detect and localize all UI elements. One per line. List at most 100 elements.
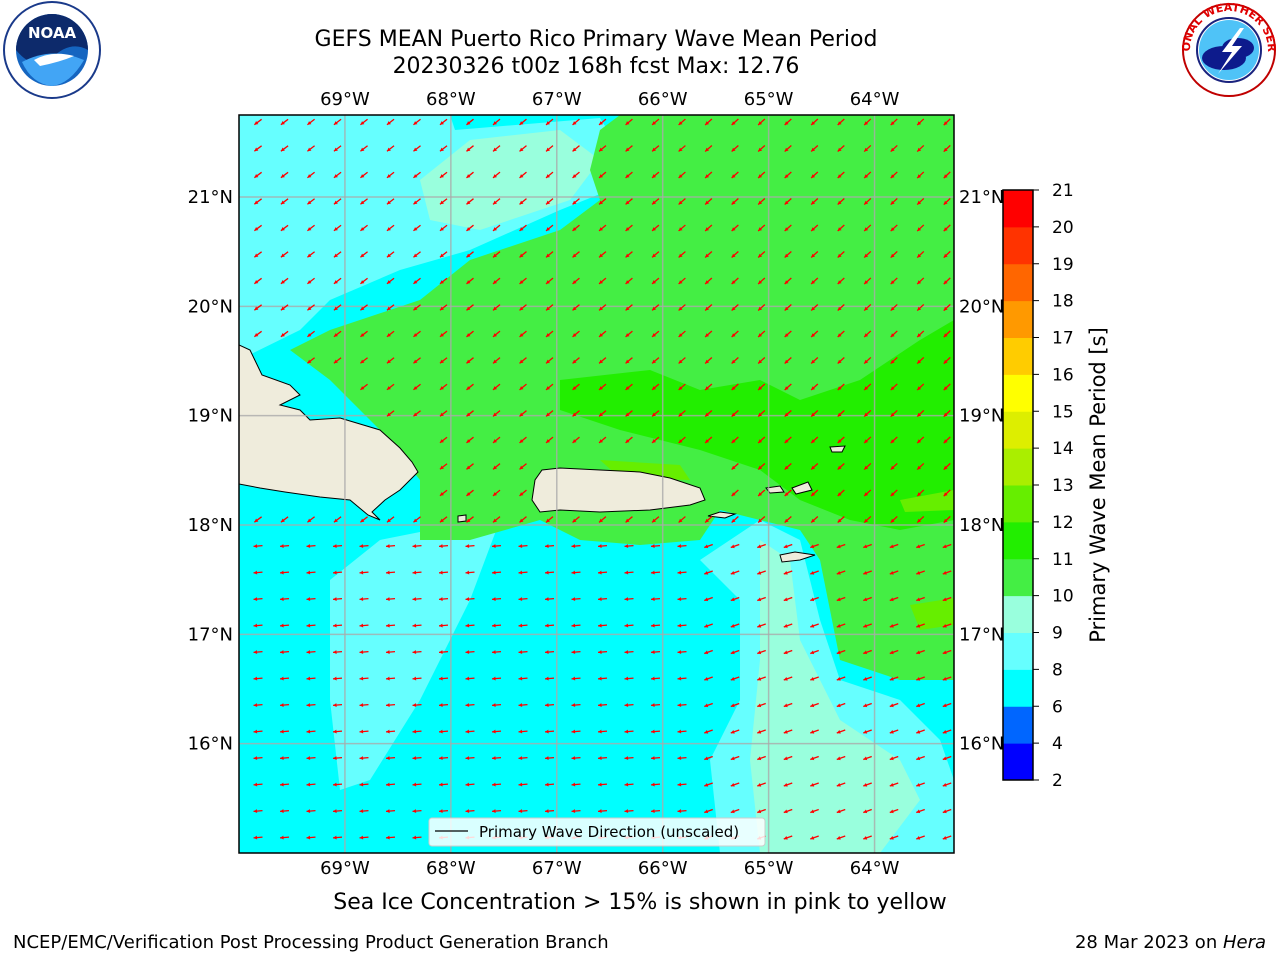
wave-arrow [439, 277, 448, 285]
wave-arrow-head [757, 783, 762, 787]
wave-arrow-head [890, 253, 895, 258]
wave-arrow-head [307, 147, 312, 152]
wave-arrow-head [942, 677, 947, 681]
wave-arrow-head [837, 492, 842, 497]
wave-arrow-head [333, 544, 337, 548]
wave-arrow-head [757, 624, 762, 628]
wave-arrow-head [652, 253, 656, 258]
wave-arrow-head [624, 623, 629, 628]
wave-arrow-head [492, 756, 496, 760]
wave-arrow [306, 570, 316, 575]
wave-arrow [279, 756, 290, 760]
wave-arrow [678, 145, 686, 152]
wave-arrow-head [572, 121, 577, 125]
wave-arrow [545, 410, 554, 417]
wave-arrow [731, 198, 739, 205]
wave-arrow-head [864, 439, 869, 444]
wave-arrow-head [624, 703, 629, 707]
wave-arrow [783, 702, 793, 708]
wave-arrow [306, 809, 316, 813]
wave-arrow-head [917, 200, 922, 205]
wave-arrow [942, 729, 952, 734]
wave-arrow [837, 462, 845, 471]
wave-arrow [439, 118, 448, 126]
wave-arrow-head [386, 412, 391, 417]
wave-arrow-head [784, 147, 789, 152]
wave-arrow-head [599, 280, 603, 284]
wave-arrow-head [943, 121, 948, 126]
wave-arrow-head [758, 439, 763, 443]
wave-arrow [916, 356, 925, 365]
wave-arrow-head [386, 570, 390, 575]
wave-arrow-head [811, 333, 816, 338]
wave-arrow [466, 463, 474, 470]
wave-arrow [518, 756, 528, 760]
wave-arrow [519, 383, 527, 391]
wave-arrow [784, 330, 792, 338]
wave-arrow-head [359, 756, 364, 760]
wave-arrow-head [810, 836, 815, 840]
wave-arrow-head [572, 386, 577, 390]
wave-arrow-head [758, 465, 763, 470]
wave-arrow-head [651, 544, 655, 548]
wave-arrow-head [280, 544, 284, 548]
wave-arrow [279, 597, 290, 601]
wave-arrow-head [572, 147, 577, 152]
wave-arrow [439, 436, 448, 444]
wave-arrow [757, 118, 766, 126]
wave-arrow-head [253, 650, 258, 654]
wave-arrow-head [545, 782, 549, 787]
wave-arrow [916, 250, 925, 259]
wave-arrow-head [705, 306, 710, 311]
wave-arrow-head [306, 835, 311, 840]
wave-arrow-head [942, 756, 947, 761]
wave-arrow-head [758, 518, 763, 523]
noaa-logo-text: NOAA [28, 24, 77, 42]
wave-arrow-head [280, 676, 284, 681]
wave-arrow [651, 224, 660, 232]
wave-arrow [253, 277, 263, 285]
wave-arrow-head [571, 703, 576, 707]
wave-arrow [704, 410, 713, 417]
wave-arrow-head [439, 544, 443, 548]
wave-arrow-head [810, 703, 815, 708]
field-band-12s-ne [900, 490, 954, 512]
wave-arrow-head [836, 730, 841, 734]
wave-arrow [704, 808, 713, 814]
wave-arrow-head [889, 624, 894, 628]
lat-tick-label-left: 21°N [188, 187, 233, 208]
wave-arrow [571, 756, 581, 760]
wave-arrow-head [730, 597, 735, 602]
wave-arrow-head [280, 227, 285, 231]
colorbar-segment [1003, 485, 1033, 523]
wave-arrow [943, 489, 951, 497]
wave-arrow-head [412, 570, 417, 575]
colorbar-segment [1003, 300, 1033, 338]
wave-arrow [518, 650, 528, 654]
wave-arrow-head [360, 227, 365, 231]
wave-arrow-head [758, 200, 763, 205]
wave-arrow-head [598, 703, 602, 707]
wave-arrow [385, 544, 396, 548]
wave-arrow [598, 198, 607, 205]
wave-arrow-head [677, 597, 682, 601]
wave-arrow-head [837, 439, 842, 444]
wave-arrow-head [916, 756, 921, 761]
wave-arrow-head [943, 518, 948, 523]
wave-arrow-head [811, 306, 816, 311]
wave-arrow [465, 650, 475, 654]
wave-arrow-head [518, 676, 523, 681]
wave-arrow [624, 597, 634, 601]
wave-arrow [544, 809, 555, 813]
wave-arrow [942, 835, 952, 840]
wave-arrow [942, 676, 952, 681]
wave-arrow-head [306, 623, 311, 628]
wave-arrow-head [386, 676, 390, 681]
wave-arrow [890, 489, 898, 497]
wave-arrow [491, 570, 502, 575]
wave-arrow-head [492, 650, 496, 654]
wave-arrow-head [731, 518, 736, 523]
wave-arrow [678, 251, 686, 258]
wave-arrow [863, 303, 872, 312]
wave-arrow-head [546, 253, 550, 258]
